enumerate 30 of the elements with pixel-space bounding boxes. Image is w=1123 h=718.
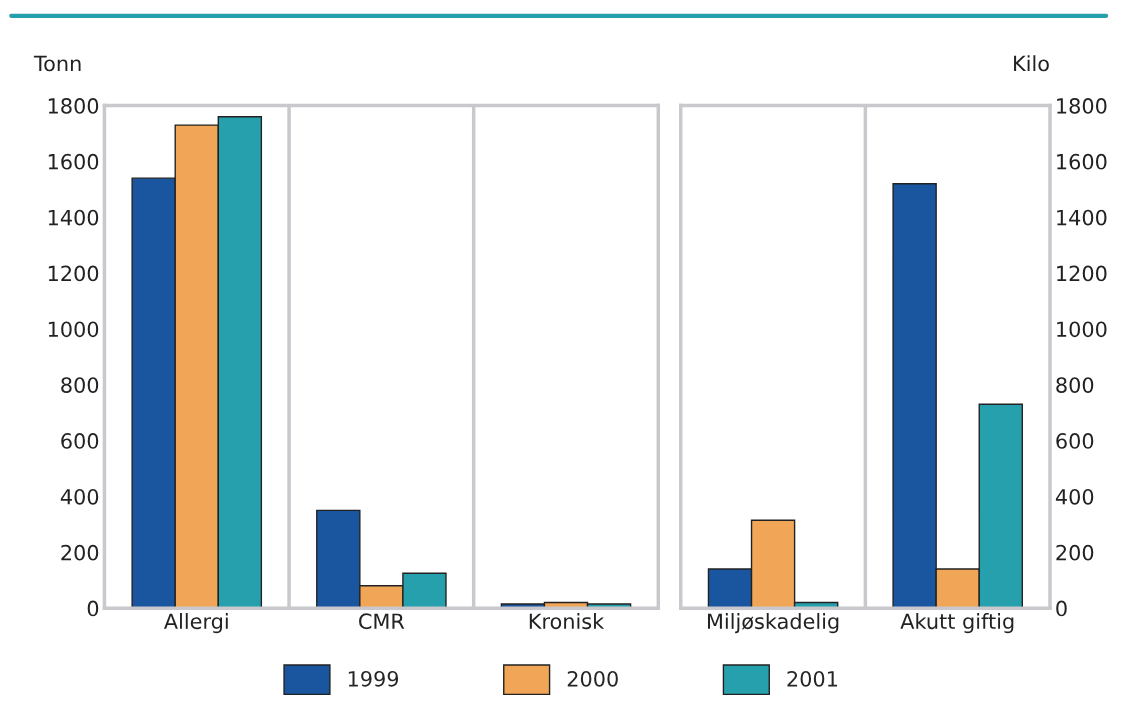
y-tick-label: 400 [60, 488, 99, 505]
y2-tick-label: 1600 [1057, 153, 1107, 170]
x-tick-label: Kronisk [529, 613, 605, 630]
y-tick-label: 1200 [48, 265, 99, 282]
y2-tick-label: 1400 [1057, 209, 1107, 226]
y2-tick-label: 200 [1056, 544, 1094, 561]
y2-tick-label: 1000 [1057, 321, 1107, 338]
y2-tick-label: 0 [1056, 600, 1067, 617]
y2-tick-label: 1800 [1057, 98, 1107, 114]
x-tick-label: CMR [359, 613, 405, 630]
y-tick-label: 200 [61, 544, 99, 561]
y2-tick-label: 800 [1056, 377, 1094, 393]
x-tick-label: Miljøskadelig [707, 613, 839, 634]
y-tick-label: 1800 [48, 98, 99, 114]
y2-tick-label: 600 [1056, 433, 1094, 449]
y-tick-label: 600 [61, 433, 99, 449]
legend-label: 1999 [348, 670, 399, 687]
legend-label: 2000 [567, 670, 618, 687]
y-tick-label: 800 [61, 377, 99, 393]
y2-tick-label: 1200 [1057, 265, 1107, 282]
x-tick-label: Allergi [163, 613, 228, 634]
y-tick-label: 1400 [48, 209, 99, 226]
y-tick-label: 1000 [48, 321, 99, 338]
y2-axis-title: Kilo [1014, 55, 1049, 72]
x-tick-label: Akutt giftig [900, 613, 1014, 634]
y-axis-title: Tonn [33, 55, 81, 72]
y-tick-label: 0 [87, 600, 99, 617]
y-tick-label: 1600 [48, 153, 99, 170]
y2-tick-label: 400 [1055, 488, 1094, 505]
legend-label: 2001 [787, 670, 838, 687]
